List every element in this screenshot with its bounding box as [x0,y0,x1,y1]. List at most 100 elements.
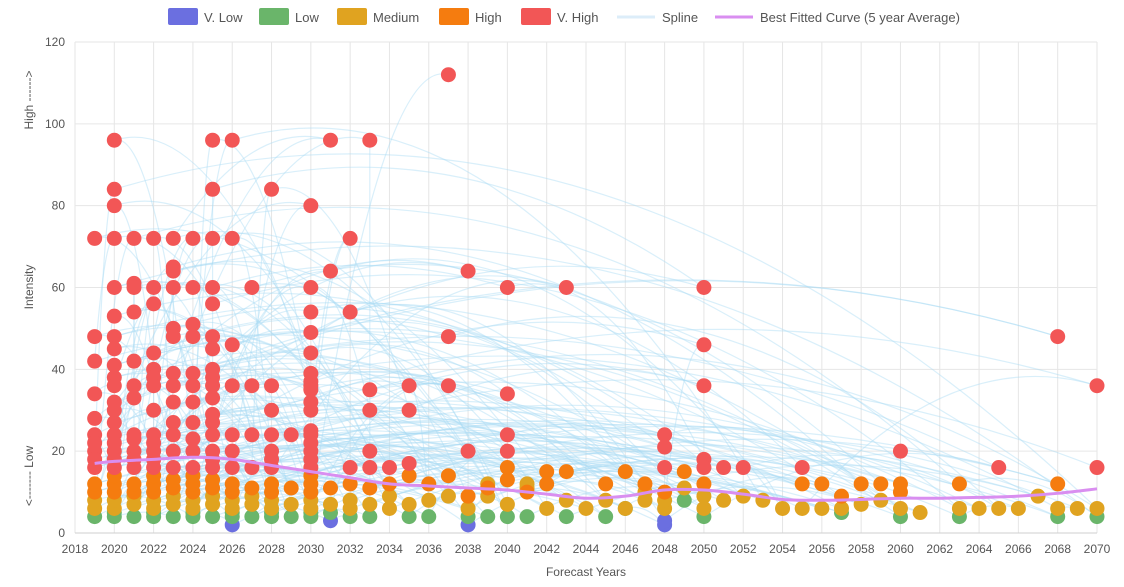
point-v-high[interactable] [106,378,122,394]
point-high[interactable] [814,476,830,492]
point-v-high[interactable] [126,353,142,369]
point-v-high[interactable] [106,230,122,246]
point-v-high[interactable] [205,415,221,431]
point-v-high[interactable] [185,415,201,431]
point-high[interactable] [1050,476,1066,492]
point-medium[interactable] [892,500,908,516]
point-v-high[interactable] [696,378,712,394]
point-v-high[interactable] [1089,460,1105,476]
point-low[interactable] [401,509,417,525]
point-v-high[interactable] [244,378,260,394]
point-low[interactable] [165,509,181,525]
point-v-high[interactable] [342,230,358,246]
point-v-high[interactable] [165,427,181,443]
point-v-high[interactable] [362,460,378,476]
point-v-high[interactable] [205,460,221,476]
point-v-high[interactable] [106,308,122,324]
point-v-high[interactable] [205,296,221,312]
point-v-high[interactable] [165,329,181,345]
point-medium[interactable] [283,496,299,512]
point-v-high[interactable] [224,378,240,394]
point-medium[interactable] [381,500,397,516]
point-v-high[interactable] [362,132,378,148]
point-v-high[interactable] [735,460,751,476]
point-high[interactable] [676,464,692,480]
point-low[interactable] [519,509,535,525]
point-v-high[interactable] [185,460,201,476]
point-medium[interactable] [971,500,987,516]
point-v-high[interactable] [224,230,240,246]
point-v-high[interactable] [126,230,142,246]
point-v-high[interactable] [205,341,221,357]
point-low[interactable] [499,509,515,525]
point-v-high[interactable] [106,415,122,431]
point-v-high[interactable] [205,132,221,148]
point-high[interactable] [401,468,417,484]
legend-item-best-fitted-curve-5-year-average[interactable]: Best Fitted Curve (5 year Average) [715,10,960,25]
point-v-high[interactable] [991,460,1007,476]
point-high[interactable] [637,476,653,492]
point-v-high[interactable] [165,415,181,431]
point-high[interactable] [421,476,437,492]
point-high[interactable] [951,476,967,492]
point-v-high[interactable] [401,455,417,471]
point-low[interactable] [598,509,614,525]
point-medium[interactable] [460,500,476,516]
point-high[interactable] [126,476,142,492]
point-v-high[interactable] [323,132,338,148]
point-v-high[interactable] [1050,329,1066,345]
point-v-high[interactable] [165,280,181,295]
point-v-high[interactable] [657,427,673,443]
point-v-high[interactable] [87,230,103,246]
point-v-high[interactable] [264,378,280,394]
point-v-high[interactable] [696,337,712,353]
point-medium[interactable] [401,496,417,512]
point-medium[interactable] [775,500,791,516]
point-v-high[interactable] [165,365,181,381]
point-v-high[interactable] [205,378,221,394]
point-high[interactable] [264,476,280,492]
point-v-high[interactable] [440,378,456,394]
point-v-high[interactable] [106,329,122,345]
point-v-high[interactable] [106,181,122,197]
point-medium[interactable] [499,496,515,512]
point-low[interactable] [421,509,437,525]
point-v-high[interactable] [205,181,221,197]
point-v-high[interactable] [126,304,142,320]
point-medium[interactable] [716,492,732,508]
point-v-high[interactable] [244,280,260,295]
point-medium[interactable] [1050,500,1066,516]
point-high[interactable] [460,488,476,504]
point-v-high[interactable] [224,427,240,443]
point-v-high[interactable] [146,378,162,394]
point-medium[interactable] [814,500,830,516]
point-high[interactable] [362,480,378,496]
point-v-high[interactable] [205,390,221,406]
point-v-high[interactable] [146,460,162,476]
point-v-high[interactable] [362,443,378,459]
point-v-high[interactable] [185,365,201,381]
point-v-high[interactable] [381,460,397,476]
point-medium[interactable] [1089,500,1105,516]
point-v-high[interactable] [401,378,417,394]
point-high[interactable] [539,476,555,492]
point-v-high[interactable] [165,378,181,394]
point-high[interactable] [342,476,358,492]
point-high[interactable] [617,464,633,480]
point-high[interactable] [224,476,240,492]
point-v-high[interactable] [303,345,319,361]
point-v-high[interactable] [460,263,476,279]
legend-item-v-high[interactable]: V. High [521,8,598,25]
point-v-high[interactable] [106,132,122,148]
point-medium[interactable] [951,500,967,516]
point-v-high[interactable] [185,316,201,332]
point-v-high[interactable] [499,427,515,443]
point-v-high[interactable] [106,460,122,476]
point-v-high[interactable] [303,280,319,295]
point-v-high[interactable] [185,394,201,410]
point-v-high[interactable] [499,386,515,402]
point-v-high[interactable] [165,263,181,279]
point-v-high[interactable] [460,443,476,459]
point-v-high[interactable] [696,280,712,295]
point-v-high[interactable] [126,390,142,406]
